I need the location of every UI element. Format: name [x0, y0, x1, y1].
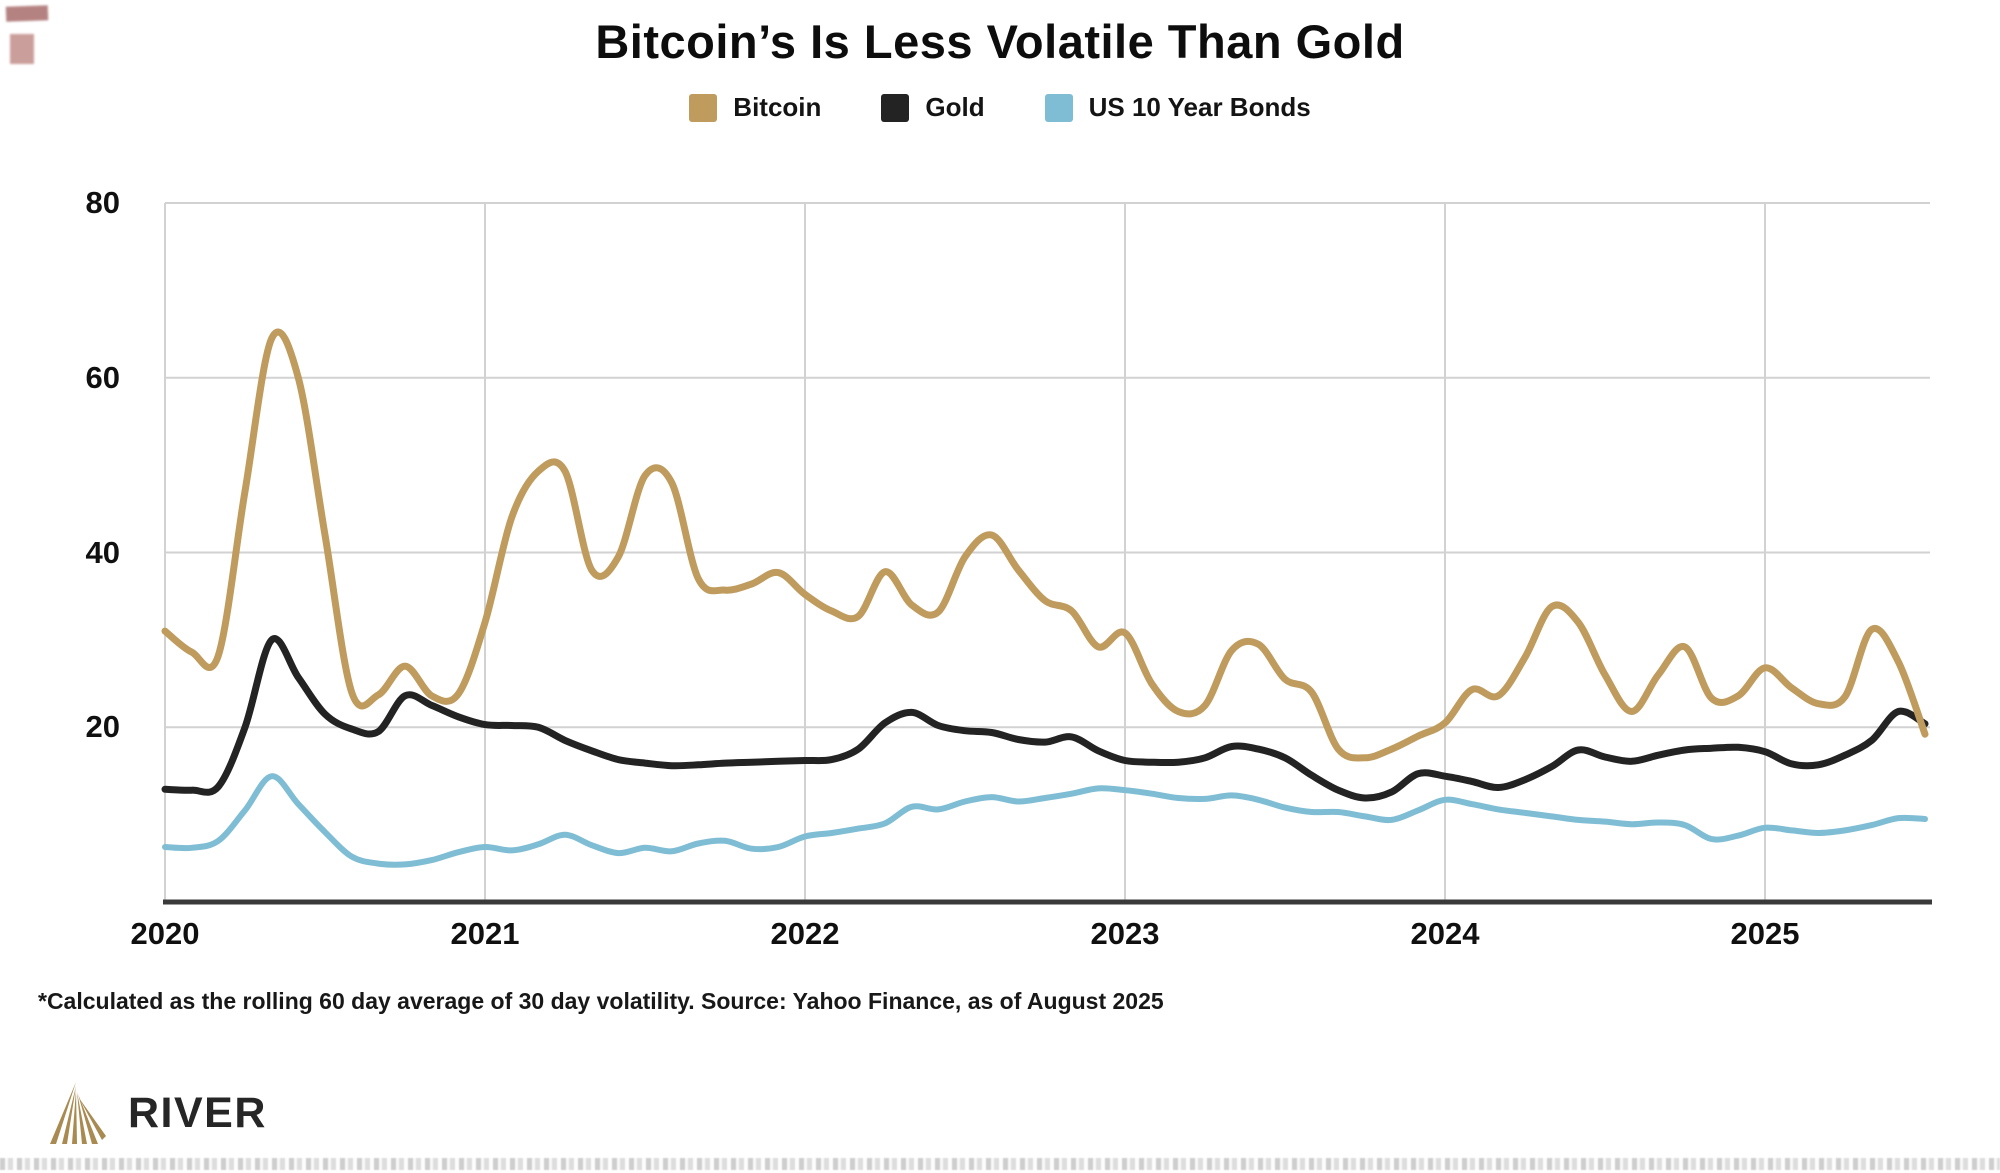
source-footnote: *Calculated as the rolling 60 day averag… — [38, 988, 1164, 1014]
river-logo: RIVER — [40, 1082, 267, 1144]
legend-label: Bitcoin — [733, 92, 822, 122]
y-tick-label: 60 — [85, 359, 120, 395]
x-tick-label: 2020 — [130, 916, 200, 951]
x-tick-label: 2024 — [1410, 916, 1480, 951]
y-tick-label: 40 — [85, 534, 120, 570]
fine-print-strip — [0, 1158, 2000, 1170]
legend: Bitcoin Gold US 10 Year Bonds — [0, 92, 2000, 123]
legend-item-bonds: US 10 Year Bonds — [1044, 92, 1311, 123]
x-tick-label: 2021 — [450, 916, 520, 951]
y-tick-label: 20 — [85, 709, 120, 745]
bonds-swatch-icon — [1044, 93, 1073, 122]
legend-label: Gold — [925, 92, 985, 122]
river-mountain-icon — [50, 1082, 106, 1144]
x-tick-label: 2022 — [770, 916, 840, 951]
x-tick-label: 2025 — [1730, 916, 1800, 951]
x-tick-label: 2023 — [1090, 916, 1160, 951]
legend-item-bitcoin: Bitcoin — [689, 92, 821, 123]
gold-swatch-icon — [881, 93, 910, 122]
legend-label: US 10 Year Bonds — [1088, 92, 1311, 122]
chart-title: Bitcoin’s Is Less Volatile Than Gold — [595, 15, 1405, 68]
logo-text: RIVER — [128, 1088, 267, 1137]
bitcoin-swatch-icon — [689, 93, 718, 122]
legend-item-gold: Gold — [881, 92, 985, 123]
y-tick-label: 80 — [85, 185, 120, 220]
